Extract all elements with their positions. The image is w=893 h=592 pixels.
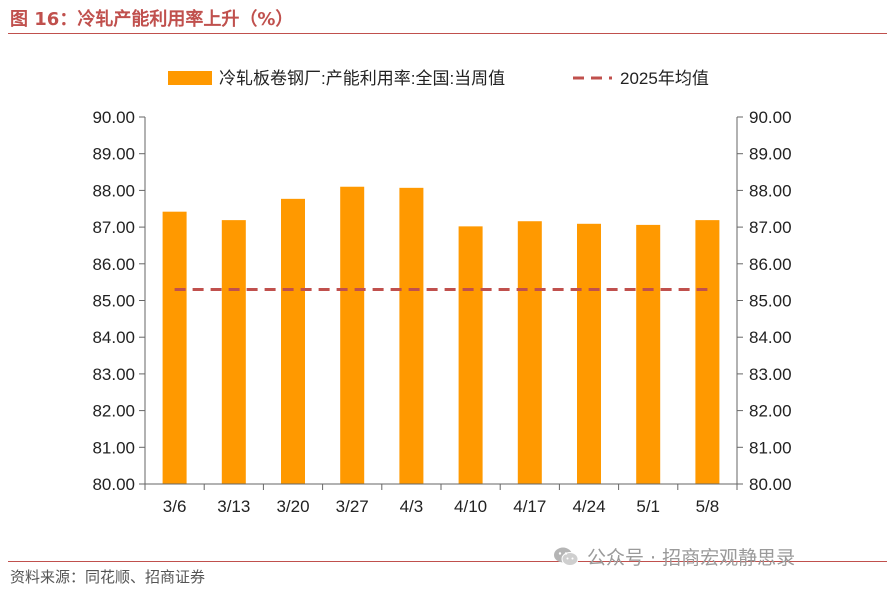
left-y-tick-label: 87.00	[92, 218, 135, 237]
right-y-tick-label: 83.00	[749, 365, 792, 384]
bar	[636, 224, 661, 484]
bar	[577, 223, 601, 484]
x-tick-label: 4/24	[572, 497, 605, 516]
bar	[517, 221, 542, 484]
bar	[399, 187, 424, 484]
right-y-tick-label: 85.00	[749, 292, 792, 311]
legend-bar-swatch	[168, 71, 212, 85]
x-tick-label: 3/27	[336, 497, 369, 516]
right-y-tick-label: 88.00	[749, 181, 792, 200]
right-y-axis: 80.00 81.00 82.00 83.00 84.00 85.00 86.00 87.00…	[736, 108, 792, 494]
right-y-tick-label: 90.00	[749, 108, 792, 127]
bar-series	[162, 186, 720, 485]
bar	[281, 198, 305, 484]
legend-line-label: 2025年均值	[620, 69, 709, 88]
title-divider	[8, 33, 887, 34]
left-y-tick-label: 84.00	[92, 328, 135, 347]
left-y-tick-label: 89.00	[92, 145, 135, 164]
left-y-axis: 80.00 81.00 82.00 83.00 84.00 85.00 86.00 87.00…	[92, 108, 146, 494]
bar	[162, 211, 187, 484]
watermark-text: 公众号 · 招商宏观静思录	[587, 547, 796, 569]
wechat-icon	[554, 547, 579, 566]
source-note: 资料来源：同花顺、招商证券	[10, 568, 206, 586]
left-y-tick-label: 86.00	[92, 255, 135, 274]
right-y-tick-label: 84.00	[749, 328, 792, 347]
legend: 冷轧板卷钢厂:产能利用率:全国:当周值 2025年均值	[168, 69, 709, 88]
bar	[221, 220, 246, 484]
bar	[458, 226, 483, 484]
right-y-tick-label: 82.00	[749, 402, 792, 421]
x-tick-label: 5/1	[636, 497, 660, 516]
left-y-tick-label: 88.00	[92, 181, 135, 200]
bar	[695, 220, 720, 484]
x-tick-label: 4/3	[400, 497, 424, 516]
watermark: 公众号 · 招商宏观静思录	[553, 543, 795, 570]
x-axis: 3/6 3/13 3/20 3/27 4/3 4/10 4/17 4/24 5/1 5/8	[144, 483, 738, 516]
left-y-tick-label: 80.00	[92, 475, 135, 494]
x-tick-label: 4/10	[454, 497, 487, 516]
right-y-tick-label: 89.00	[749, 145, 792, 164]
x-tick-label: 5/8	[696, 497, 720, 516]
x-tick-label: 4/17	[513, 497, 546, 516]
bar	[340, 186, 365, 485]
left-y-tick-label: 82.00	[92, 402, 135, 421]
x-tick-label: 3/13	[217, 497, 250, 516]
right-y-tick-label: 87.00	[749, 218, 792, 237]
left-y-tick-label: 85.00	[92, 292, 135, 311]
right-y-tick-label: 81.00	[749, 438, 792, 457]
x-tick-label: 3/20	[276, 497, 309, 516]
figure-title: 图 16：冷轧产能利用率上升（%）	[10, 9, 294, 30]
source-divider	[8, 561, 887, 562]
right-y-tick-label: 80.00	[749, 475, 792, 494]
x-tick-label: 3/6	[163, 497, 187, 516]
left-y-tick-label: 83.00	[92, 365, 135, 384]
legend-bar-label: 冷轧板卷钢厂:产能利用率:全国:当周值	[219, 69, 505, 88]
right-y-tick-label: 86.00	[749, 255, 792, 274]
left-y-tick-label: 90.00	[92, 108, 135, 127]
left-y-tick-label: 81.00	[92, 438, 135, 457]
